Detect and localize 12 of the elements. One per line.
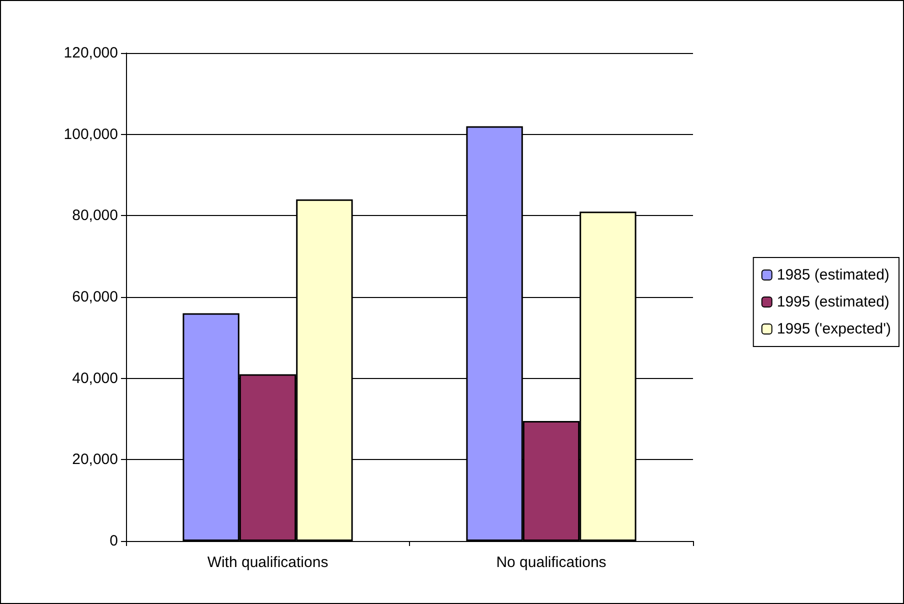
legend-label: 1995 (estimated): [776, 294, 890, 310]
y-tick-label: 60,000: [72, 288, 118, 306]
y-tick-label: 40,000: [72, 370, 118, 387]
y-tick-label: 20,000: [72, 451, 118, 468]
x-tick-label: No qualifications: [496, 554, 606, 571]
y-tick-label: 80,000: [72, 207, 118, 224]
legend-label: 1985 (estimated): [776, 266, 890, 284]
y-tick-label: 0: [110, 532, 118, 550]
legend-label: 1995 ('expected'): [776, 320, 892, 338]
y-tick-label: 100,000: [64, 126, 118, 143]
y-tick-label: 120,000: [64, 44, 118, 62]
x-tick-label: With qualifications: [207, 554, 328, 571]
